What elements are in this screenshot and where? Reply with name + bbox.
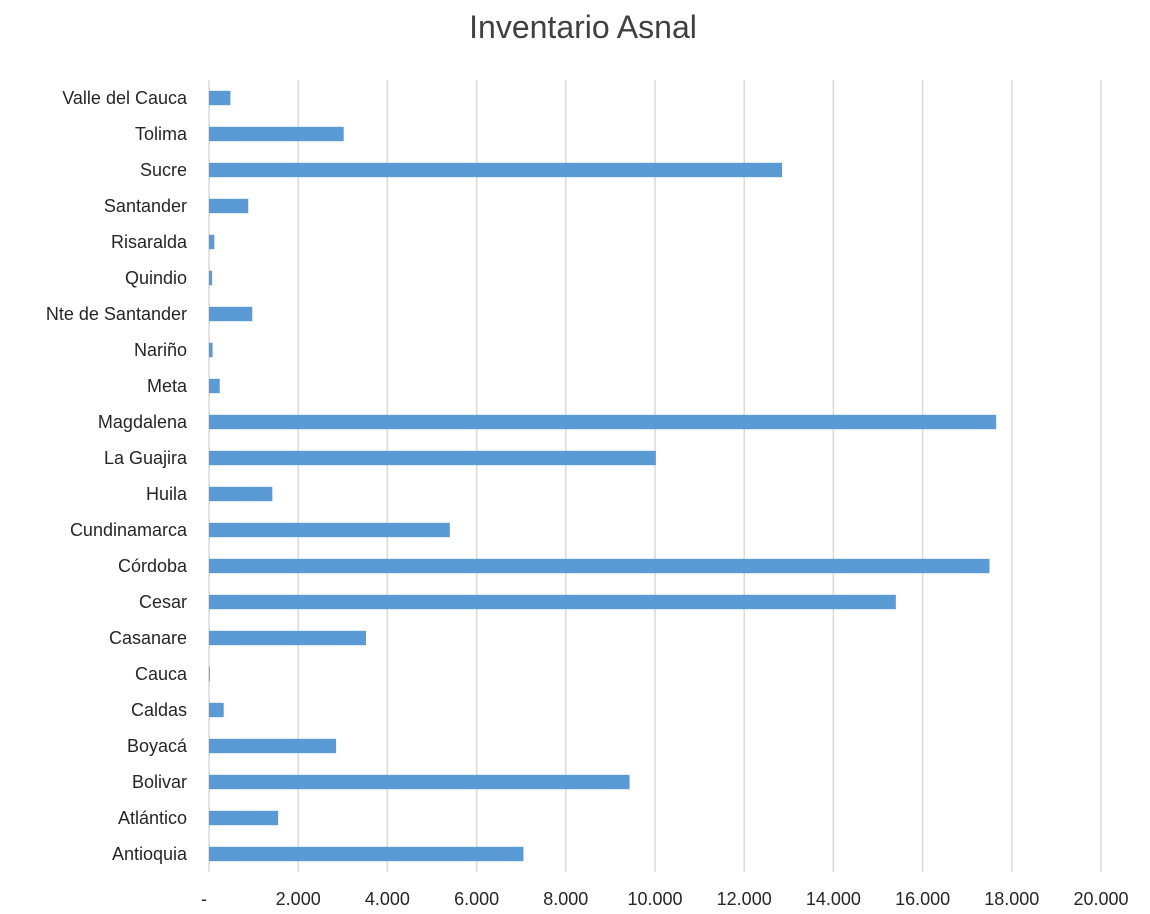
x-tick-label: 12.000 [717,889,772,909]
category-label: Meta [147,376,188,396]
category-label: Magdalena [98,412,188,432]
category-label: Quindio [125,268,187,288]
bars [209,90,997,862]
category-label: La Guajira [104,448,188,468]
category-label: Huila [146,484,188,504]
bar [209,558,990,574]
bar [209,378,220,394]
category-label: Nte de Santander [46,304,187,324]
x-tick-label: 20.000 [1073,889,1128,909]
bar [209,414,997,430]
category-label: Antioquia [112,844,188,864]
category-label: Cesar [139,592,187,612]
x-tick-label: 2.000 [276,889,321,909]
category-label: Tolima [135,124,188,144]
bar [209,270,213,286]
bar [209,90,231,106]
bar [209,486,273,502]
x-tick-labels: - 2.000 4.000 6.000 8.000 10.000 12.000 14.000 1… [201,889,1129,909]
bar [209,702,224,718]
category-label: Valle del Cauca [62,88,188,108]
bar [209,630,366,646]
category-label: Caldas [131,700,187,720]
x-tick-label: 16.000 [895,889,950,909]
x-tick-label: - [201,889,207,909]
bar [209,738,337,754]
x-tick-label: 10.000 [627,889,682,909]
category-label: Santander [104,196,187,216]
x-tick-label: 4.000 [365,889,410,909]
bar [209,342,213,358]
bar [209,774,630,790]
bar [209,306,253,322]
category-label: Atlántico [118,808,187,828]
bar [209,126,344,142]
x-tick-label: 6.000 [454,889,499,909]
bar [209,198,249,214]
category-label: Sucre [140,160,187,180]
bar [209,846,524,862]
category-label: Bolivar [132,772,187,792]
bar [209,522,450,538]
category-label: Boyacá [127,736,188,756]
bar [209,666,210,682]
category-label: Cauca [135,664,188,684]
x-tick-label: 14.000 [806,889,861,909]
category-labels: Antioquia Atlántico Bolivar Boyacá Caldas Cau… [46,88,188,864]
bar [209,234,215,250]
category-label: Nariño [134,340,187,360]
x-tick-label: 8.000 [543,889,588,909]
x-tick-label: 18.000 [984,889,1039,909]
gridlines [208,80,1102,872]
bar [209,450,656,466]
category-label: Córdoba [118,556,188,576]
bar [209,810,279,826]
category-label: Casanare [109,628,187,648]
bar [209,594,896,610]
chart-title: Inventario Asnal [469,9,697,45]
category-label: Risaralda [111,232,188,252]
category-label: Cundinamarca [70,520,188,540]
bar [209,162,783,178]
